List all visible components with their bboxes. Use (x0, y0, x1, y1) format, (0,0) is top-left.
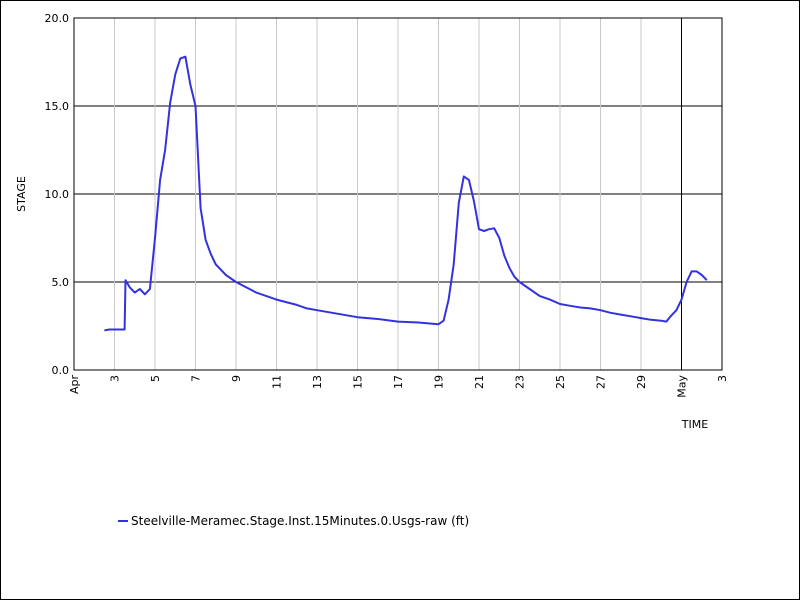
stage-series-line (104, 55, 708, 332)
x-tick-label: 5 (149, 375, 162, 382)
grid (74, 18, 722, 370)
x-tick-label: 23 (514, 375, 527, 389)
x-tick-label: May (676, 375, 689, 398)
y-axis-title: STAGE (15, 176, 28, 212)
x-axis-ticks: Apr 3 5 7 9 11 13 15 17 19 21 23 25 27 29 May 3 (68, 375, 729, 398)
y-tick-label: 0.0 (52, 364, 70, 377)
y-tick-label: 15.0 (45, 100, 70, 113)
x-tick-label: 17 (392, 375, 405, 389)
series-layer (104, 55, 708, 332)
x-tick-label: 13 (311, 375, 324, 389)
plot-area-border (73, 17, 723, 371)
y-tick-label: 5.0 (52, 276, 70, 289)
y-axis-ticks: 0.0 5.0 10.0 15.0 20.0 (45, 12, 70, 377)
x-tick-label: 3 (109, 375, 122, 382)
x-tick-label: 11 (271, 375, 284, 389)
y-tick-label: 10.0 (45, 188, 70, 201)
legend: Steelville-Meramec.Stage.Inst.15Minutes.… (118, 514, 469, 528)
x-tick-label: 9 (230, 375, 243, 382)
x-tick-label: 29 (635, 375, 648, 389)
x-tick-label: 15 (352, 375, 365, 389)
y-tick-label: 20.0 (45, 12, 70, 25)
x-tick-label: Apr (68, 375, 81, 395)
x-tick-label: 21 (473, 375, 486, 389)
legend-swatch (118, 520, 128, 522)
x-tick-label: 7 (190, 375, 203, 382)
x-tick-label: 25 (554, 375, 567, 389)
x-tick-label: 3 (716, 375, 729, 382)
x-tick-label: 27 (595, 375, 608, 389)
legend-label: Steelville-Meramec.Stage.Inst.15Minutes.… (131, 514, 470, 528)
x-tick-label: 19 (433, 375, 446, 389)
x-axis-title: TIME (681, 418, 708, 431)
